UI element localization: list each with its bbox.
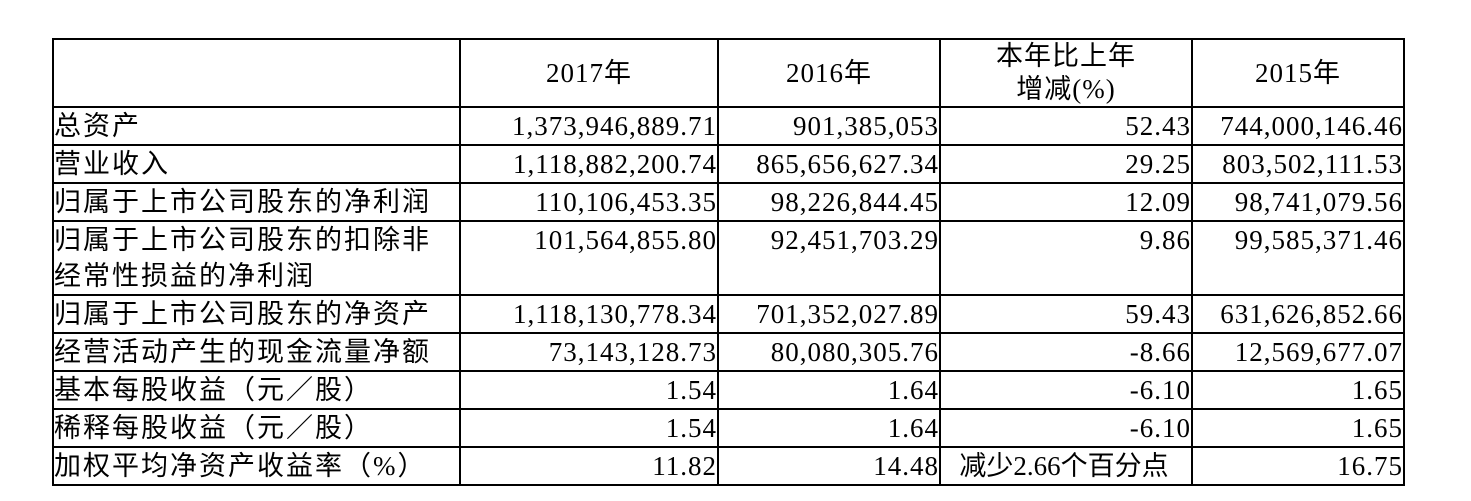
cell-2016: 98,226,844.45 — [717, 182, 941, 222]
table-row: 归属于上市公司股东的净资产 1,118,130,778.34 701,352,0… — [52, 294, 1405, 334]
table-row: 加权平均净资产收益率（%） 11.82 14.48 减少2.66个百分点 16.… — [52, 446, 1405, 486]
row-label: 归属于上市公司股东的净利润 — [52, 182, 461, 222]
row-label: 基本每股收益（元／股） — [52, 370, 461, 410]
cell-change: -6.10 — [939, 408, 1193, 448]
cell-2015: 99,585,371.46 — [1191, 220, 1405, 296]
row-label: 经营活动产生的现金流量净额 — [52, 332, 461, 372]
header-change-line2: 增减(%) — [1016, 74, 1116, 104]
table-row: 归属于上市公司股东的扣除非经常性损益的净利润 101,564,855.80 92… — [52, 220, 1405, 296]
table-row: 营业收入 1,118,882,200.74 865,656,627.34 29.… — [52, 144, 1405, 184]
row-label: 归属于上市公司股东的扣除非经常性损益的净利润 — [52, 220, 461, 296]
financial-summary-table-wrap: 2017年 2016年 本年比上年 增减(%) 2015年 总资产 1,373,… — [52, 38, 1405, 486]
cell-change: -6.10 — [939, 370, 1193, 410]
header-item-column — [52, 38, 461, 108]
cell-change: 12.09 — [939, 182, 1193, 222]
cell-2017: 101,564,855.80 — [459, 220, 719, 296]
cell-2016: 901,385,053 — [717, 106, 941, 146]
header-2017: 2017年 — [459, 38, 719, 108]
cell-2017: 1,118,882,200.74 — [459, 144, 719, 184]
cell-2015: 16.75 — [1191, 446, 1405, 486]
header-change-line1: 本年比上年 — [996, 41, 1136, 71]
cell-2015: 1.65 — [1191, 408, 1405, 448]
table-row: 稀释每股收益（元／股） 1.54 1.64 -6.10 1.65 — [52, 408, 1405, 448]
cell-change: 减少2.66个百分点 — [939, 446, 1193, 486]
cell-2017: 1,118,130,778.34 — [459, 294, 719, 334]
row-label: 营业收入 — [52, 144, 461, 184]
cell-2017: 11.82 — [459, 446, 719, 486]
cell-2017: 73,143,128.73 — [459, 332, 719, 372]
cell-2016: 80,080,305.76 — [717, 332, 941, 372]
cell-2016: 865,656,627.34 — [717, 144, 941, 184]
cell-2016: 1.64 — [717, 370, 941, 410]
row-label: 稀释每股收益（元／股） — [52, 408, 461, 448]
cell-2016: 701,352,027.89 — [717, 294, 941, 334]
header-2015: 2015年 — [1191, 38, 1405, 108]
cell-change: 52.43 — [939, 106, 1193, 146]
cell-change: 29.25 — [939, 144, 1193, 184]
cell-2015: 744,000,146.46 — [1191, 106, 1405, 146]
table-row: 归属于上市公司股东的净利润 110,106,453.35 98,226,844.… — [52, 182, 1405, 222]
header-change: 本年比上年 增减(%) — [939, 38, 1193, 108]
cell-2017: 110,106,453.35 — [459, 182, 719, 222]
cell-2016: 92,451,703.29 — [717, 220, 941, 296]
cell-change: 59.43 — [939, 294, 1193, 334]
cell-2015: 12,569,677.07 — [1191, 332, 1405, 372]
cell-2015: 803,502,111.53 — [1191, 144, 1405, 184]
row-label: 加权平均净资产收益率（%） — [52, 446, 461, 486]
row-label: 归属于上市公司股东的净资产 — [52, 294, 461, 334]
cell-change: 9.86 — [939, 220, 1193, 296]
row-label: 总资产 — [52, 106, 461, 146]
cell-change: -8.66 — [939, 332, 1193, 372]
cell-2016: 1.64 — [717, 408, 941, 448]
table-row: 总资产 1,373,946,889.71 901,385,053 52.43 7… — [52, 106, 1405, 146]
cell-2016: 14.48 — [717, 446, 941, 486]
financial-summary-table: 2017年 2016年 本年比上年 增减(%) 2015年 总资产 1,373,… — [52, 38, 1405, 486]
table-row: 经营活动产生的现金流量净额 73,143,128.73 80,080,305.7… — [52, 332, 1405, 372]
cell-2015: 631,626,852.66 — [1191, 294, 1405, 334]
cell-2017: 1.54 — [459, 370, 719, 410]
header-row: 2017年 2016年 本年比上年 增减(%) 2015年 — [52, 38, 1405, 108]
table-row: 基本每股收益（元／股） 1.54 1.64 -6.10 1.65 — [52, 370, 1405, 410]
cell-2017: 1.54 — [459, 408, 719, 448]
header-2016: 2016年 — [717, 38, 941, 108]
cell-2017: 1,373,946,889.71 — [459, 106, 719, 146]
cell-2015: 1.65 — [1191, 370, 1405, 410]
cell-2015: 98,741,079.56 — [1191, 182, 1405, 222]
